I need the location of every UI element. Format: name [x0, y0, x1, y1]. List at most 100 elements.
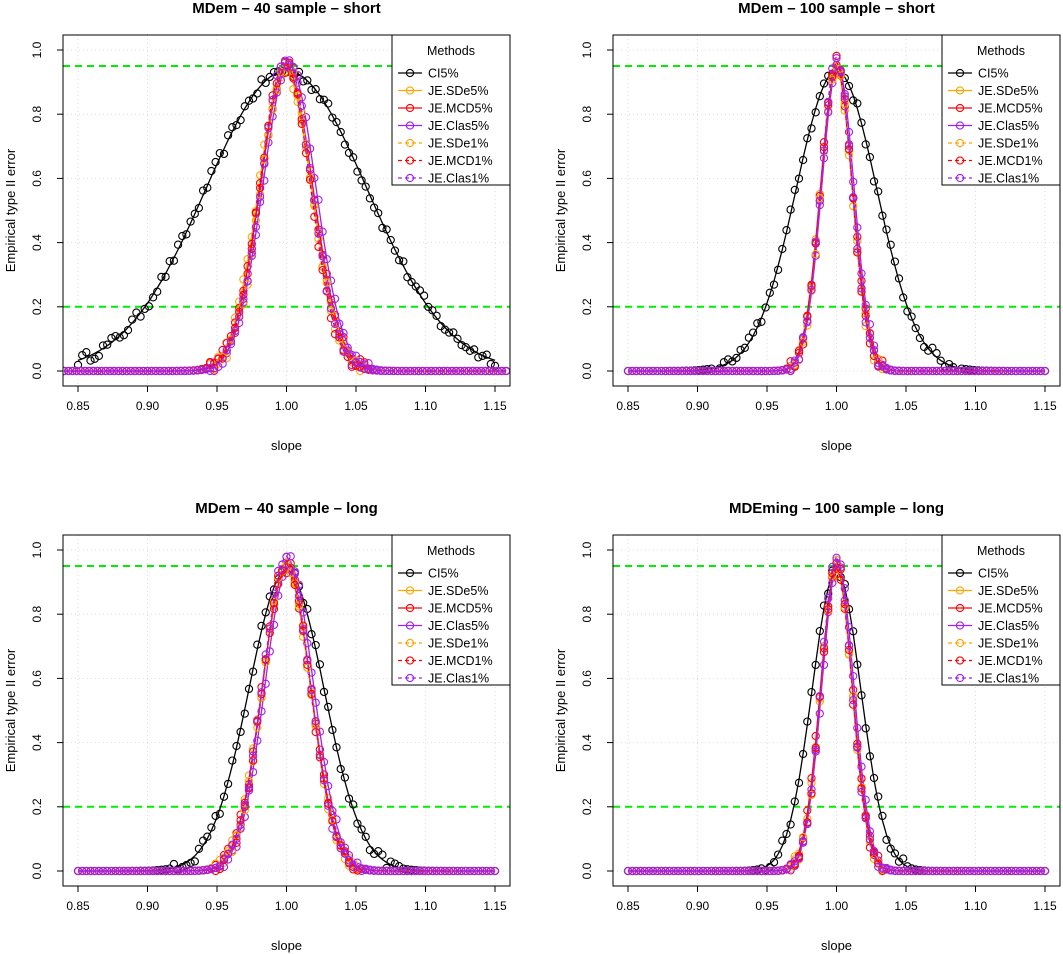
data-point — [698, 366, 708, 376]
data-point — [936, 866, 945, 876]
data-point — [432, 866, 441, 876]
data-point — [369, 866, 379, 875]
x-tick-label: 1.00 — [825, 899, 849, 913]
data-point — [474, 353, 483, 362]
data-point — [928, 866, 937, 876]
data-point — [368, 366, 377, 375]
data-point — [260, 159, 269, 168]
data-point — [798, 749, 808, 759]
data-point — [978, 366, 987, 376]
data-point — [949, 366, 958, 376]
data-point — [990, 866, 1000, 876]
data-point — [168, 366, 177, 376]
data-point — [807, 785, 816, 794]
data-point — [811, 237, 820, 246]
data-point — [453, 334, 462, 343]
data-point — [886, 844, 895, 853]
data-point — [640, 366, 649, 376]
legend: Methods CI5% JE.SDe5% JE.MCD5% JE.Clas5% JE.S… — [391, 34, 511, 186]
data-point — [244, 96, 254, 105]
data-point — [328, 824, 337, 833]
legend-swatch-point — [405, 103, 415, 113]
data-point — [853, 743, 862, 752]
x-tick-label: 1.15 — [483, 399, 507, 413]
data-point — [332, 743, 341, 752]
data-point — [869, 351, 879, 361]
data-point — [311, 640, 320, 650]
data-point — [707, 364, 716, 373]
data-point — [969, 866, 979, 876]
data-point — [406, 366, 415, 376]
data-point — [773, 866, 783, 875]
data-point — [949, 866, 958, 876]
data-point — [68, 366, 77, 376]
data-point — [328, 810, 337, 820]
legend-label: JE.Clas5% — [428, 119, 489, 133]
legend-entry: JE.SDe5% — [948, 584, 1038, 598]
data-point — [353, 819, 362, 828]
data-point — [319, 776, 329, 785]
data-point — [444, 866, 454, 876]
data-point — [365, 194, 375, 203]
data-point — [874, 362, 883, 371]
data-point — [828, 569, 837, 578]
data-point — [932, 349, 941, 358]
data-point — [378, 866, 387, 876]
data-point — [114, 366, 123, 376]
data-point — [682, 866, 691, 876]
data-point — [769, 858, 779, 867]
data-point — [151, 366, 160, 376]
legend-swatch-point — [405, 68, 415, 78]
data-point — [90, 354, 99, 363]
data-point — [335, 333, 344, 342]
legend-label: JE.MCD5% — [978, 102, 1043, 116]
data-point — [248, 767, 258, 777]
data-point — [486, 359, 495, 369]
data-point — [782, 226, 791, 235]
data-point — [268, 91, 277, 100]
x-tick-label: 0.85 — [66, 899, 90, 913]
y-tick-label: 0.8 — [580, 106, 594, 123]
data-point — [382, 225, 391, 234]
data-point — [255, 190, 265, 199]
data-point — [310, 212, 319, 221]
data-point — [482, 350, 491, 359]
data-point — [932, 366, 941, 376]
data-point — [449, 328, 458, 337]
data-point — [994, 366, 1004, 376]
data-point — [811, 108, 820, 117]
legend-label: JE.MCD5% — [978, 602, 1043, 616]
data-point — [239, 286, 248, 295]
x-tick-label: 0.90 — [686, 399, 710, 413]
data-point — [986, 366, 995, 376]
data-point — [336, 127, 345, 137]
x-tick-label: 0.95 — [755, 399, 779, 413]
x-tick-label: 0.90 — [136, 899, 160, 913]
legend-label: JE.MCD1% — [428, 154, 493, 168]
series-line — [119, 555, 454, 872]
data-point — [214, 359, 223, 368]
data-point — [215, 862, 224, 871]
data-point — [899, 866, 908, 876]
data-point — [757, 317, 766, 326]
data-point — [190, 866, 199, 875]
data-point — [236, 115, 245, 125]
data-point — [673, 366, 683, 376]
data-point — [169, 256, 179, 265]
data-point — [1024, 866, 1033, 876]
data-point — [169, 866, 179, 876]
legend-label: JE.Clas5% — [978, 119, 1039, 133]
data-point — [303, 663, 312, 672]
legend-entry: JE.Clas5% — [398, 119, 489, 133]
data-point — [173, 866, 183, 876]
data-point — [147, 366, 156, 376]
data-point — [115, 866, 124, 876]
data-point — [399, 864, 408, 873]
x-tick-label: 0.90 — [136, 399, 160, 413]
data-point — [211, 157, 220, 167]
data-point — [215, 148, 224, 158]
legend-label: JE.SDe5% — [978, 584, 1038, 598]
legend-label: JE.SDe5% — [428, 584, 488, 598]
data-point — [349, 865, 358, 874]
data-point — [243, 280, 252, 289]
